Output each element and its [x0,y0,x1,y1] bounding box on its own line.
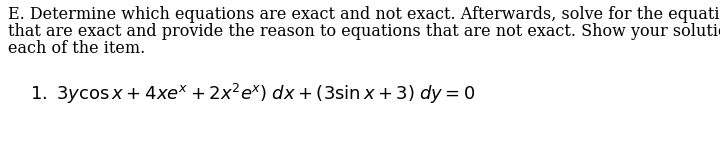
Text: each of the item.: each of the item. [8,40,145,57]
Text: E. Determine which equations are exact and not exact. Afterwards, solve for the : E. Determine which equations are exact a… [8,6,720,23]
Text: that are exact and provide the reason to equations that are not exact. Show your: that are exact and provide the reason to… [8,23,720,40]
Text: $\mathrm{1.}\ 3y\cos x + 4xe^{x} + 2x^{2}e^{x})\;dx + (3\sin x + 3)\;dy = 0$: $\mathrm{1.}\ 3y\cos x + 4xe^{x} + 2x^{2… [30,82,475,106]
